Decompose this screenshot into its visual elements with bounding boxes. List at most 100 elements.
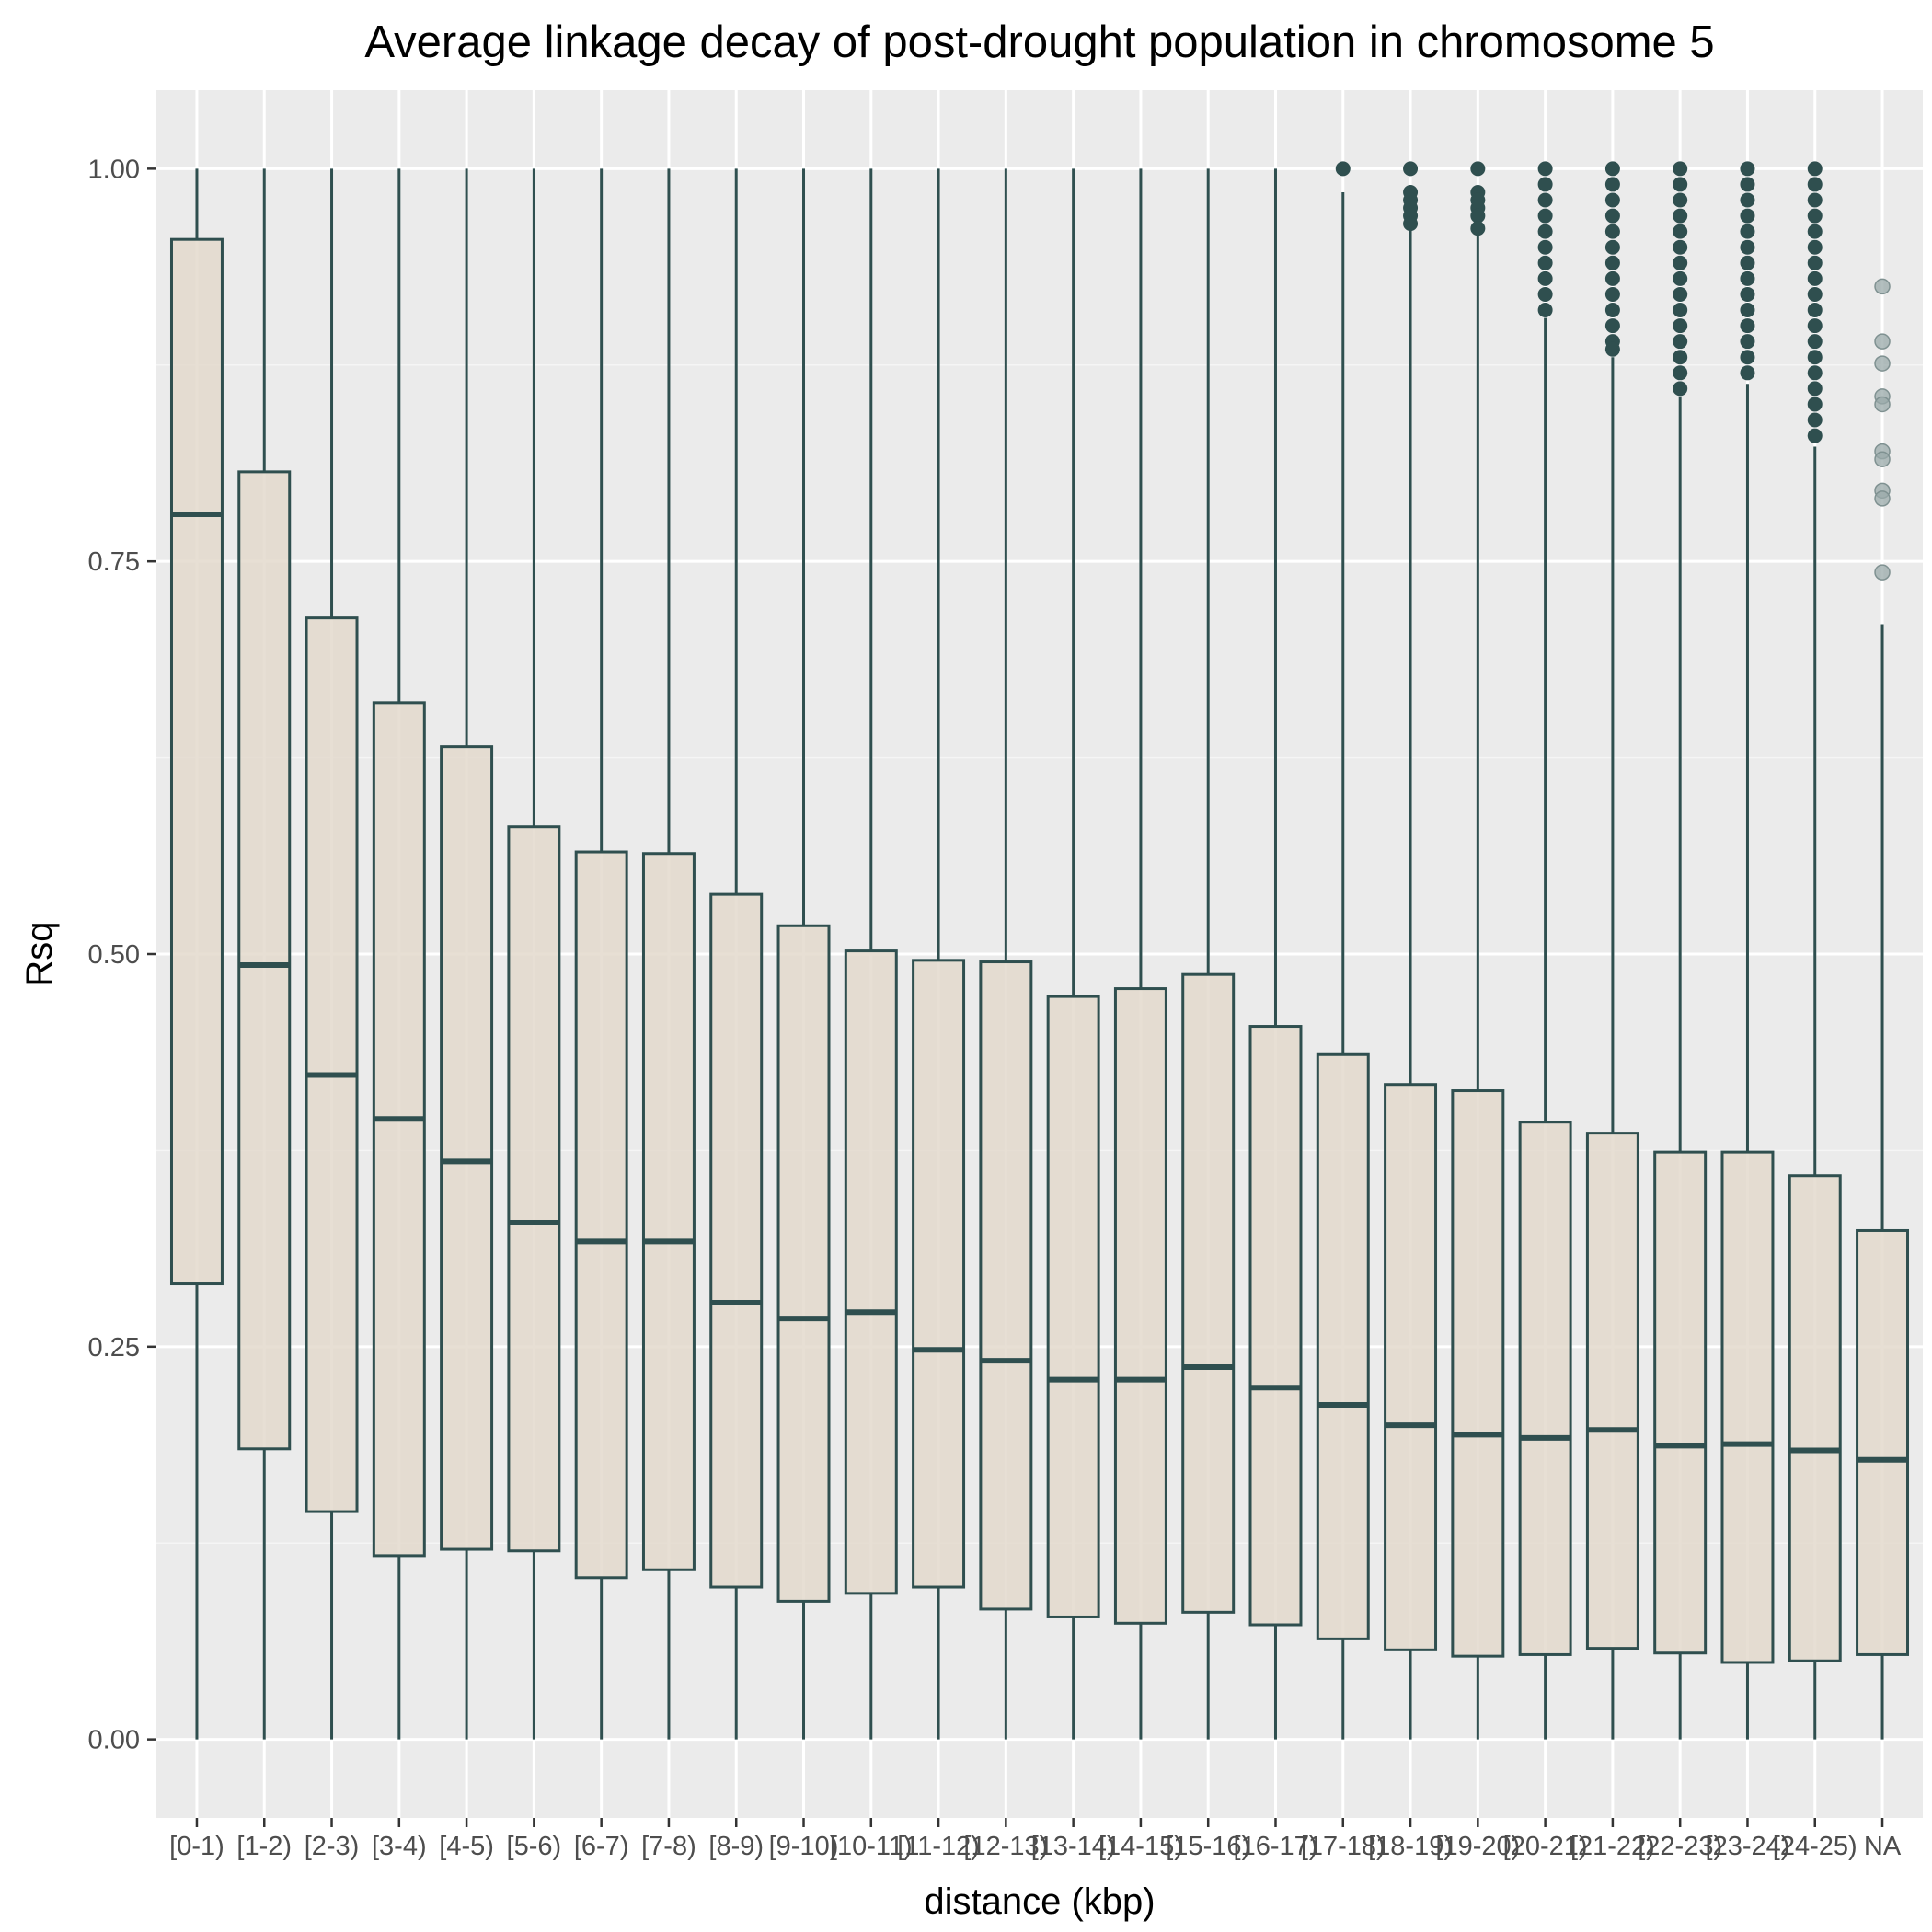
outlier-point [1673,239,1688,255]
y-axis-title: Rsq [19,921,60,986]
y-tick-label: 0.25 [88,1333,140,1363]
y-tick-label: 0.50 [88,940,140,970]
outlier-point [1673,208,1688,224]
outlier-point [1740,334,1755,350]
outlier-point [1673,365,1688,381]
outlier-point [1740,161,1755,177]
outlier-point [1807,208,1823,224]
box-[13-14) [1046,995,1100,1618]
outlier-point [1874,396,1891,413]
outlier-point [1807,397,1823,412]
outlier-point [1673,255,1688,270]
outlier-point [1807,161,1823,177]
outlier-point [1874,451,1891,467]
x-tick-label: [7-8) [641,1832,696,1861]
x-tick-label: [18-19) [1368,1832,1453,1861]
x-tick-label: [6-7) [574,1832,629,1861]
outlier-point [1874,564,1891,581]
x-tick-label: [3-4) [372,1832,427,1861]
outlier-point [1673,270,1688,286]
x-tick-label: [11-12) [897,1832,980,1861]
outlier-point [1604,286,1620,302]
outlier-point [1537,177,1553,192]
outlier-point [1673,161,1688,177]
outlier-point [1673,224,1688,239]
x-tick-label: [2-3) [305,1832,360,1861]
x-tick-label: [22-23) [1638,1832,1722,1861]
box-[3-4) [372,701,426,1558]
outlier-point [1537,224,1553,239]
x-tick-label: [0-1) [169,1832,224,1861]
outlier-point [1470,221,1486,236]
outlier-point [1604,318,1620,334]
outlier-point [1470,208,1486,224]
outlier-point [1537,270,1553,286]
outlier-point [1604,208,1620,224]
outlier-point [1537,286,1553,302]
outlier-point [1403,216,1419,232]
outlier-point [1673,334,1688,350]
outlier-point [1874,355,1891,372]
outlier-point [1807,192,1823,208]
outlier-point [1807,239,1823,255]
y-tick-label: 1.00 [88,155,140,184]
outlier-point [1874,490,1891,507]
outlier-point [1403,161,1419,177]
outlier-point [1470,161,1486,177]
box-[17-18) [1316,1052,1370,1640]
outlier-point [1537,161,1553,177]
outlier-point [1740,365,1755,381]
outlier-point [1604,303,1620,318]
outlier-point [1807,286,1823,302]
x-tick-label: [13-14) [1031,1832,1116,1861]
box-[24-25) [1788,1174,1842,1662]
box-[12-13) [979,960,1033,1611]
box-[15-16) [1181,972,1236,1614]
box-NA [1856,1228,1910,1656]
box-[20-21) [1518,1121,1572,1656]
box-[10-11) [844,949,898,1595]
outlier-point [1673,350,1688,365]
x-tick-label: [24-25) [1773,1832,1857,1861]
outlier-point [1604,239,1620,255]
x-tick-label: NA [1864,1832,1902,1861]
outlier-point [1537,255,1553,270]
outlier-point [1537,239,1553,255]
x-tick-label: [5-6) [507,1832,562,1861]
x-tick-label: [4-5) [439,1832,494,1861]
outlier-point [1673,192,1688,208]
outlier-point [1604,192,1620,208]
outlier-point [1807,412,1823,428]
outlier-point [1740,208,1755,224]
box-[8-9) [709,892,764,1589]
box-[6-7) [574,850,628,1580]
x-tick-label: [14-15) [1098,1832,1183,1861]
x-axis-title: distance (kbp) [924,1881,1155,1922]
outlier-point [1740,239,1755,255]
outlier-point [1740,255,1755,270]
box-[14-15) [1113,987,1167,1625]
outlier-point [1740,192,1755,208]
outlier-point [1807,381,1823,397]
outlier-point [1807,303,1823,318]
outlier-point [1604,255,1620,270]
box-[16-17) [1248,1025,1303,1627]
outlier-point [1874,333,1891,350]
box-[5-6) [507,825,561,1553]
x-tick-label: [19-20) [1435,1832,1520,1861]
box-[1-2) [237,470,292,1451]
x-tick-label: [15-16) [1166,1832,1250,1861]
x-tick-label: [20-21) [1503,1832,1588,1861]
box-[19-20) [1451,1089,1505,1658]
box-[23-24) [1720,1150,1775,1664]
x-tick-label: [17-18) [1301,1832,1386,1861]
box-[11-12) [912,959,966,1589]
outlier-point [1740,224,1755,239]
outlier-point [1807,255,1823,270]
outlier-point [1673,303,1688,318]
box-[4-5) [440,745,494,1551]
outlier-point [1740,270,1755,286]
outlier-point [1740,286,1755,302]
outlier-point [1537,192,1553,208]
box-[7-8) [641,852,696,1571]
